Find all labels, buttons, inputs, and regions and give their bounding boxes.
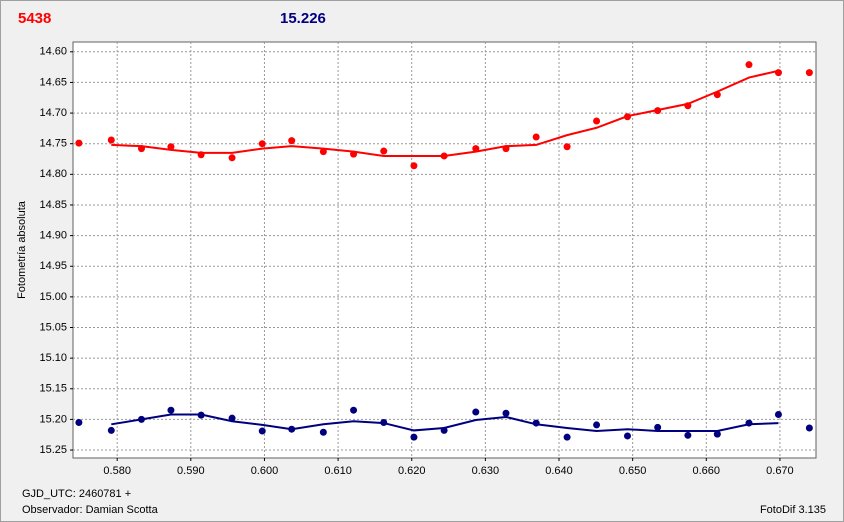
software: FotoDif 3.135 [760,504,826,516]
point [805,69,813,77]
plot-area [72,41,817,459]
y-tick-label: 14.90 [39,230,67,242]
point [167,406,175,414]
x-tick-label: 0.580 [103,465,131,477]
point [502,145,510,153]
point [228,414,236,422]
y-tick-label: 15.20 [39,413,67,425]
point [258,427,266,435]
y-tick-label: 15.25 [39,444,67,456]
y-tick-label: 14.60 [39,46,67,58]
point [472,408,480,416]
point [410,162,418,170]
point [410,433,418,441]
point [774,411,782,419]
point [107,136,115,144]
point [258,140,266,148]
point [745,419,753,427]
point [440,152,448,160]
point [380,147,388,155]
point [75,418,83,426]
point [805,424,813,432]
point [654,423,662,431]
series-label: 5438 [18,10,51,27]
x-tick-label: 0.630 [472,465,500,477]
x-tick-label: 0.590 [177,465,205,477]
y-tick-label: 14.75 [39,138,67,150]
point [75,139,83,147]
point [380,418,388,426]
x-tick-label: 0.600 [251,465,279,477]
point [684,431,692,439]
x-tick-label: 0.640 [545,465,573,477]
y-tick-label: 15.05 [39,321,67,333]
point [502,409,510,417]
y-tick-label: 14.85 [39,199,67,211]
y-tick-label: 15.10 [39,352,67,364]
point [107,426,115,434]
y-tick-label: 14.65 [39,76,67,88]
point [713,430,721,438]
point [350,406,358,414]
point [197,411,205,419]
point [593,117,601,125]
point [228,154,236,162]
point [440,426,448,434]
point [319,148,327,156]
y-tick-label: 15.00 [39,291,67,303]
point [745,61,753,69]
point [532,419,540,427]
y-tick-label: 15.15 [39,383,67,395]
point [593,421,601,429]
point [137,145,145,153]
y-tick-label: 14.70 [39,107,67,119]
point [319,428,327,436]
x-tick-label: 0.650 [619,465,647,477]
point [532,133,540,141]
point [288,137,296,145]
x-axis-label: GJD_UTC: 2460781 + [22,488,131,500]
x-tick-label: 0.620 [398,465,426,477]
x-tick-label: 0.610 [324,465,352,477]
point [472,145,480,153]
point [288,425,296,433]
point [654,107,662,115]
point [684,102,692,110]
point [350,150,358,158]
x-tick-label: 0.660 [693,465,721,477]
point [623,432,631,440]
y-tick-label: 14.80 [39,168,67,180]
observer: Observador: Damian Scotta [22,504,159,516]
point [197,151,205,159]
series-label: 15.226 [280,10,326,27]
point [774,69,782,77]
point [563,433,571,441]
y-axis-label: Fotometría absoluta [16,200,28,299]
point [137,415,145,423]
point [623,113,631,121]
x-tick-label: 0.670 [766,465,794,477]
point [167,143,175,151]
y-tick-label: 14.95 [39,260,67,272]
point [713,91,721,99]
point [563,143,571,151]
